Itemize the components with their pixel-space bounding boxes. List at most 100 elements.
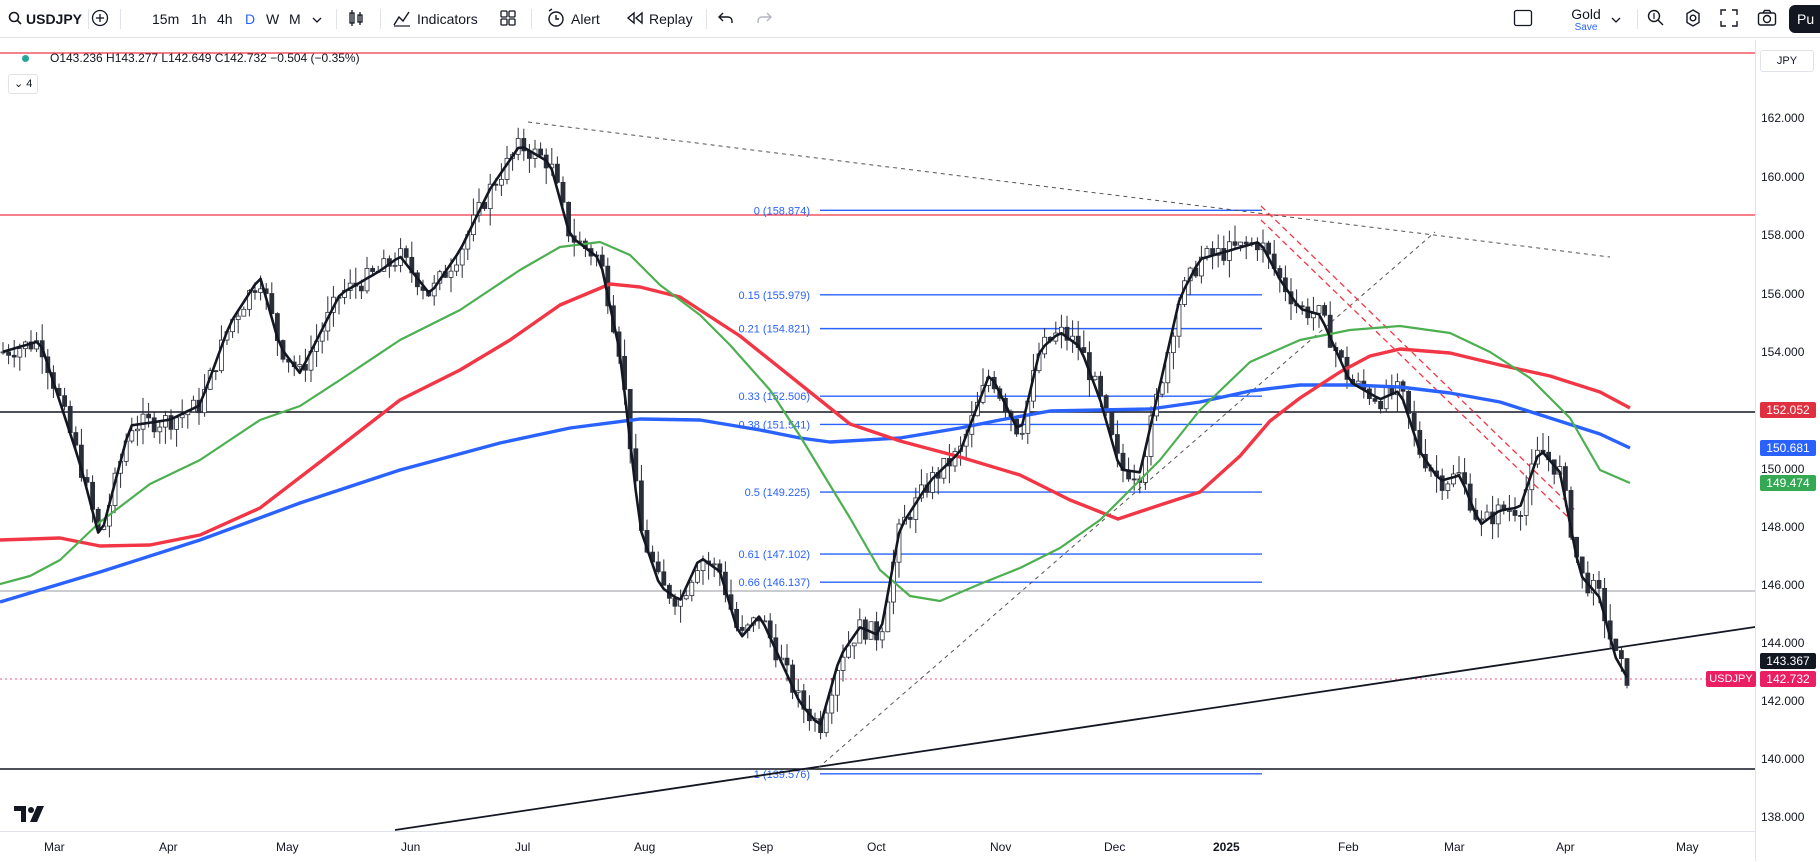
ohlc-legend: O143.236 H143.277 L142.649 C142.732 −0.5… [50, 51, 360, 65]
time-axis[interactable] [0, 831, 1755, 862]
market-status-dot [22, 55, 29, 62]
candle-body [1238, 241, 1243, 246]
currency-selector[interactable]: JPY [1760, 50, 1814, 72]
candle-body [655, 561, 661, 573]
interval-m[interactable]: M [289, 11, 301, 27]
date-tick: Dec [1104, 840, 1126, 854]
ma-red [0, 282, 1631, 548]
date-tick: Nov [990, 840, 1012, 854]
layout-dropdown[interactable] [1611, 0, 1621, 38]
layout-save: Save [1574, 22, 1598, 33]
candle-body [1613, 638, 1619, 651]
legend-collapse-button[interactable]: ⌄ 4 [8, 74, 39, 94]
candle-body [879, 631, 885, 641]
replay-label: Replay [649, 11, 693, 27]
price-chart[interactable]: 0 (158.874) 0.15 (155.979) 0.21 (154.821) 0… [0, 40, 1755, 861]
interval-dropdown[interactable] [312, 0, 322, 38]
settings-button[interactable] [1683, 0, 1703, 38]
candle-body [823, 712, 829, 734]
symbol-name: USDJPY [26, 11, 83, 27]
snapshot-button[interactable] [1757, 0, 1777, 38]
candle-body [1456, 472, 1462, 475]
candle-body [246, 290, 252, 310]
candle-body [560, 181, 566, 203]
layout-toggle[interactable] [1513, 0, 1533, 38]
fib-level-label: 0.15 (155.979) [738, 290, 810, 302]
candle-body [1171, 335, 1176, 354]
ma-blue [0, 383, 1631, 604]
rewind-icon [626, 11, 644, 28]
candle-body [454, 264, 460, 272]
candle-body [213, 370, 219, 373]
candle-body [241, 308, 247, 317]
alert-label: Alert [571, 11, 600, 27]
indicators-button[interactable]: Indicators [392, 0, 478, 38]
fib-level-label: 0.61 (147.102) [738, 549, 810, 561]
candle-body [1232, 241, 1238, 246]
candle-body [129, 430, 135, 442]
add-symbol-button[interactable] [91, 0, 109, 38]
price-tick: 156.000 [1761, 287, 1805, 301]
interval-15m[interactable]: 15m [152, 11, 180, 27]
alert-button[interactable]: Alert [546, 0, 600, 38]
candle-body [151, 417, 157, 433]
grid-icon [499, 9, 517, 30]
publish-button[interactable]: Pu [1789, 5, 1820, 33]
candle-body [358, 285, 364, 292]
candle-body [1109, 412, 1115, 435]
redo-button[interactable] [756, 0, 772, 38]
fib-level-label: 1 (139.576) [754, 769, 810, 781]
price-label-black: 143.367 [1760, 653, 1816, 669]
square-icon [1513, 9, 1533, 30]
candle-body [521, 138, 527, 152]
layout-name: Gold [1571, 6, 1601, 22]
indicators-label: Indicators [417, 11, 478, 27]
interval-w[interactable]: W [266, 11, 280, 27]
candle-body [1131, 478, 1137, 481]
date-tick-year: 2025 [1213, 840, 1240, 854]
chevron-down-icon: ⌄ [14, 78, 24, 90]
price-tick: 144.000 [1761, 636, 1805, 650]
candle-body [1512, 510, 1518, 516]
candle-body [1339, 350, 1344, 358]
layout-name-button[interactable]: Gold Save [1558, 6, 1614, 33]
price-tick: 162.000 [1761, 111, 1805, 125]
candle-body [11, 354, 17, 358]
candle-body [498, 178, 504, 186]
candle-body [683, 595, 689, 600]
tradingview-logo[interactable] [14, 806, 46, 827]
chart-type-button[interactable] [347, 0, 365, 38]
rising-trendline [394, 626, 1755, 831]
symbol-search[interactable]: USDJPY [8, 0, 82, 38]
candle-body [17, 348, 23, 358]
candle-body [1378, 400, 1383, 410]
candle-body [1355, 380, 1361, 384]
date-tick: Oct [867, 840, 886, 854]
candle-body [1563, 466, 1568, 491]
templates-button[interactable] [499, 0, 517, 38]
candle-body [661, 571, 667, 586]
date-tick: Jul [515, 840, 531, 854]
interval-d[interactable]: D [245, 11, 256, 27]
candles-icon [347, 9, 365, 30]
legend-count: 4 [26, 78, 33, 90]
candle-body [555, 163, 560, 183]
date-tick: Feb [1338, 840, 1359, 854]
price-tick: 150.000 [1761, 462, 1805, 476]
alarm-clock-icon [546, 7, 566, 31]
interval-1h[interactable]: 1h [191, 11, 207, 27]
candle-body [1064, 326, 1070, 341]
candle-body [1243, 241, 1249, 245]
replay-button[interactable]: Replay [626, 0, 693, 38]
redo-icon [756, 11, 772, 28]
undo-button[interactable] [718, 0, 734, 38]
candle-body [134, 428, 140, 432]
date-tick: Mar [1444, 840, 1465, 854]
candle-body [795, 690, 801, 693]
price-axis[interactable]: JPY [1755, 40, 1820, 861]
fullscreen-button[interactable] [1720, 0, 1738, 38]
quick-search-button[interactable] [1646, 0, 1666, 38]
candle-body [1019, 432, 1025, 435]
interval-4h[interactable]: 4h [217, 11, 233, 27]
fib-level-label: 0 (158.874) [754, 205, 810, 217]
